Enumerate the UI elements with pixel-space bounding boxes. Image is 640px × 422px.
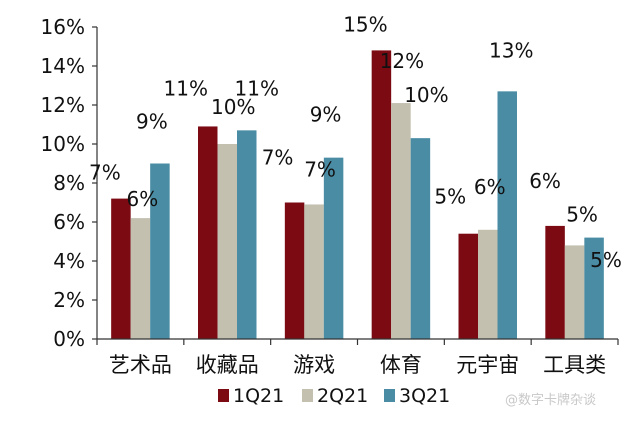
data-label: 10% [404,83,448,107]
bar-3q21-1 [237,130,257,339]
bar-1q21-5 [545,225,565,339]
data-label: 5% [434,185,466,209]
bar-3q21-3 [410,138,431,339]
data-label: 9% [136,110,168,134]
data-labels: 7%11%7%15%5%6%6%10%7%12%6%9%11%9%10%13%5… [89,12,622,272]
bar-3q21-2 [323,157,344,339]
data-label: 10% [211,95,255,119]
y-tick-label: 8% [53,171,85,195]
bar-2q21-5 [564,245,585,339]
x-axis: 艺术品 收藏品 游戏 体育 元宇宙 工具类 [96,338,619,377]
bar-2q21-0 [130,218,151,339]
bar-2q21-4 [478,229,498,339]
y-tick-label: 6% [53,210,85,234]
bar-2q21-3 [391,103,411,339]
data-label: 6% [529,169,561,193]
legend-label: 1Q21 [233,385,284,407]
bar-1q21-2 [284,202,305,339]
legend-swatch [384,389,395,402]
y-axis: 0% 2% 4% 6% 8% 10% 12% 14% 16% [41,15,98,351]
y-tick-label: 16% [41,15,85,39]
bar-1q21-0 [111,198,131,339]
data-label: 11% [235,76,279,100]
legend-swatch [218,389,229,402]
data-label: 7% [304,157,336,181]
data-label: 6% [127,187,159,211]
bar-3q21-0 [150,163,170,339]
legend: 1Q21 2Q21 3Q21 [218,385,450,407]
y-tick-label: 14% [41,54,85,78]
x-tick-label: 收藏品 [196,353,259,377]
data-label: 7% [89,161,121,185]
x-tick-label: 工具类 [543,353,606,377]
bar-1q21-4 [458,233,478,339]
legend-swatch [302,389,313,402]
data-label: 9% [310,103,342,127]
data-label: 13% [489,38,533,62]
data-label: 5% [566,203,598,227]
bar-1q21-3 [371,50,392,340]
y-tick-label: 10% [41,132,85,156]
bar-3q21-5 [584,237,604,339]
data-label-extra: 5% [590,248,622,272]
data-label: 11% [164,76,208,100]
watermark: @数字卡牌杂谈 [505,392,596,408]
y-tick-label: 4% [53,249,85,273]
bars [111,50,604,340]
bar-2q21-2 [304,204,324,339]
x-tick-label: 游戏 [293,353,335,377]
y-tick-label: 2% [53,288,85,312]
x-tick-label: 元宇宙 [456,353,519,377]
y-tick-label: 12% [41,93,85,117]
data-label: 12% [380,49,424,73]
bar-1q21-1 [198,126,218,339]
x-tick-label: 艺术品 [109,353,172,377]
bar-3q21-4 [497,91,517,339]
legend-label: 3Q21 [399,385,450,407]
data-label: 6% [474,175,506,199]
data-label: 7% [262,146,294,170]
x-tick-label: 体育 [380,353,422,377]
data-label: 15% [343,12,387,36]
bar-2q21-1 [217,144,237,339]
legend-label: 2Q21 [317,385,368,407]
y-tick-label: 0% [53,327,85,351]
